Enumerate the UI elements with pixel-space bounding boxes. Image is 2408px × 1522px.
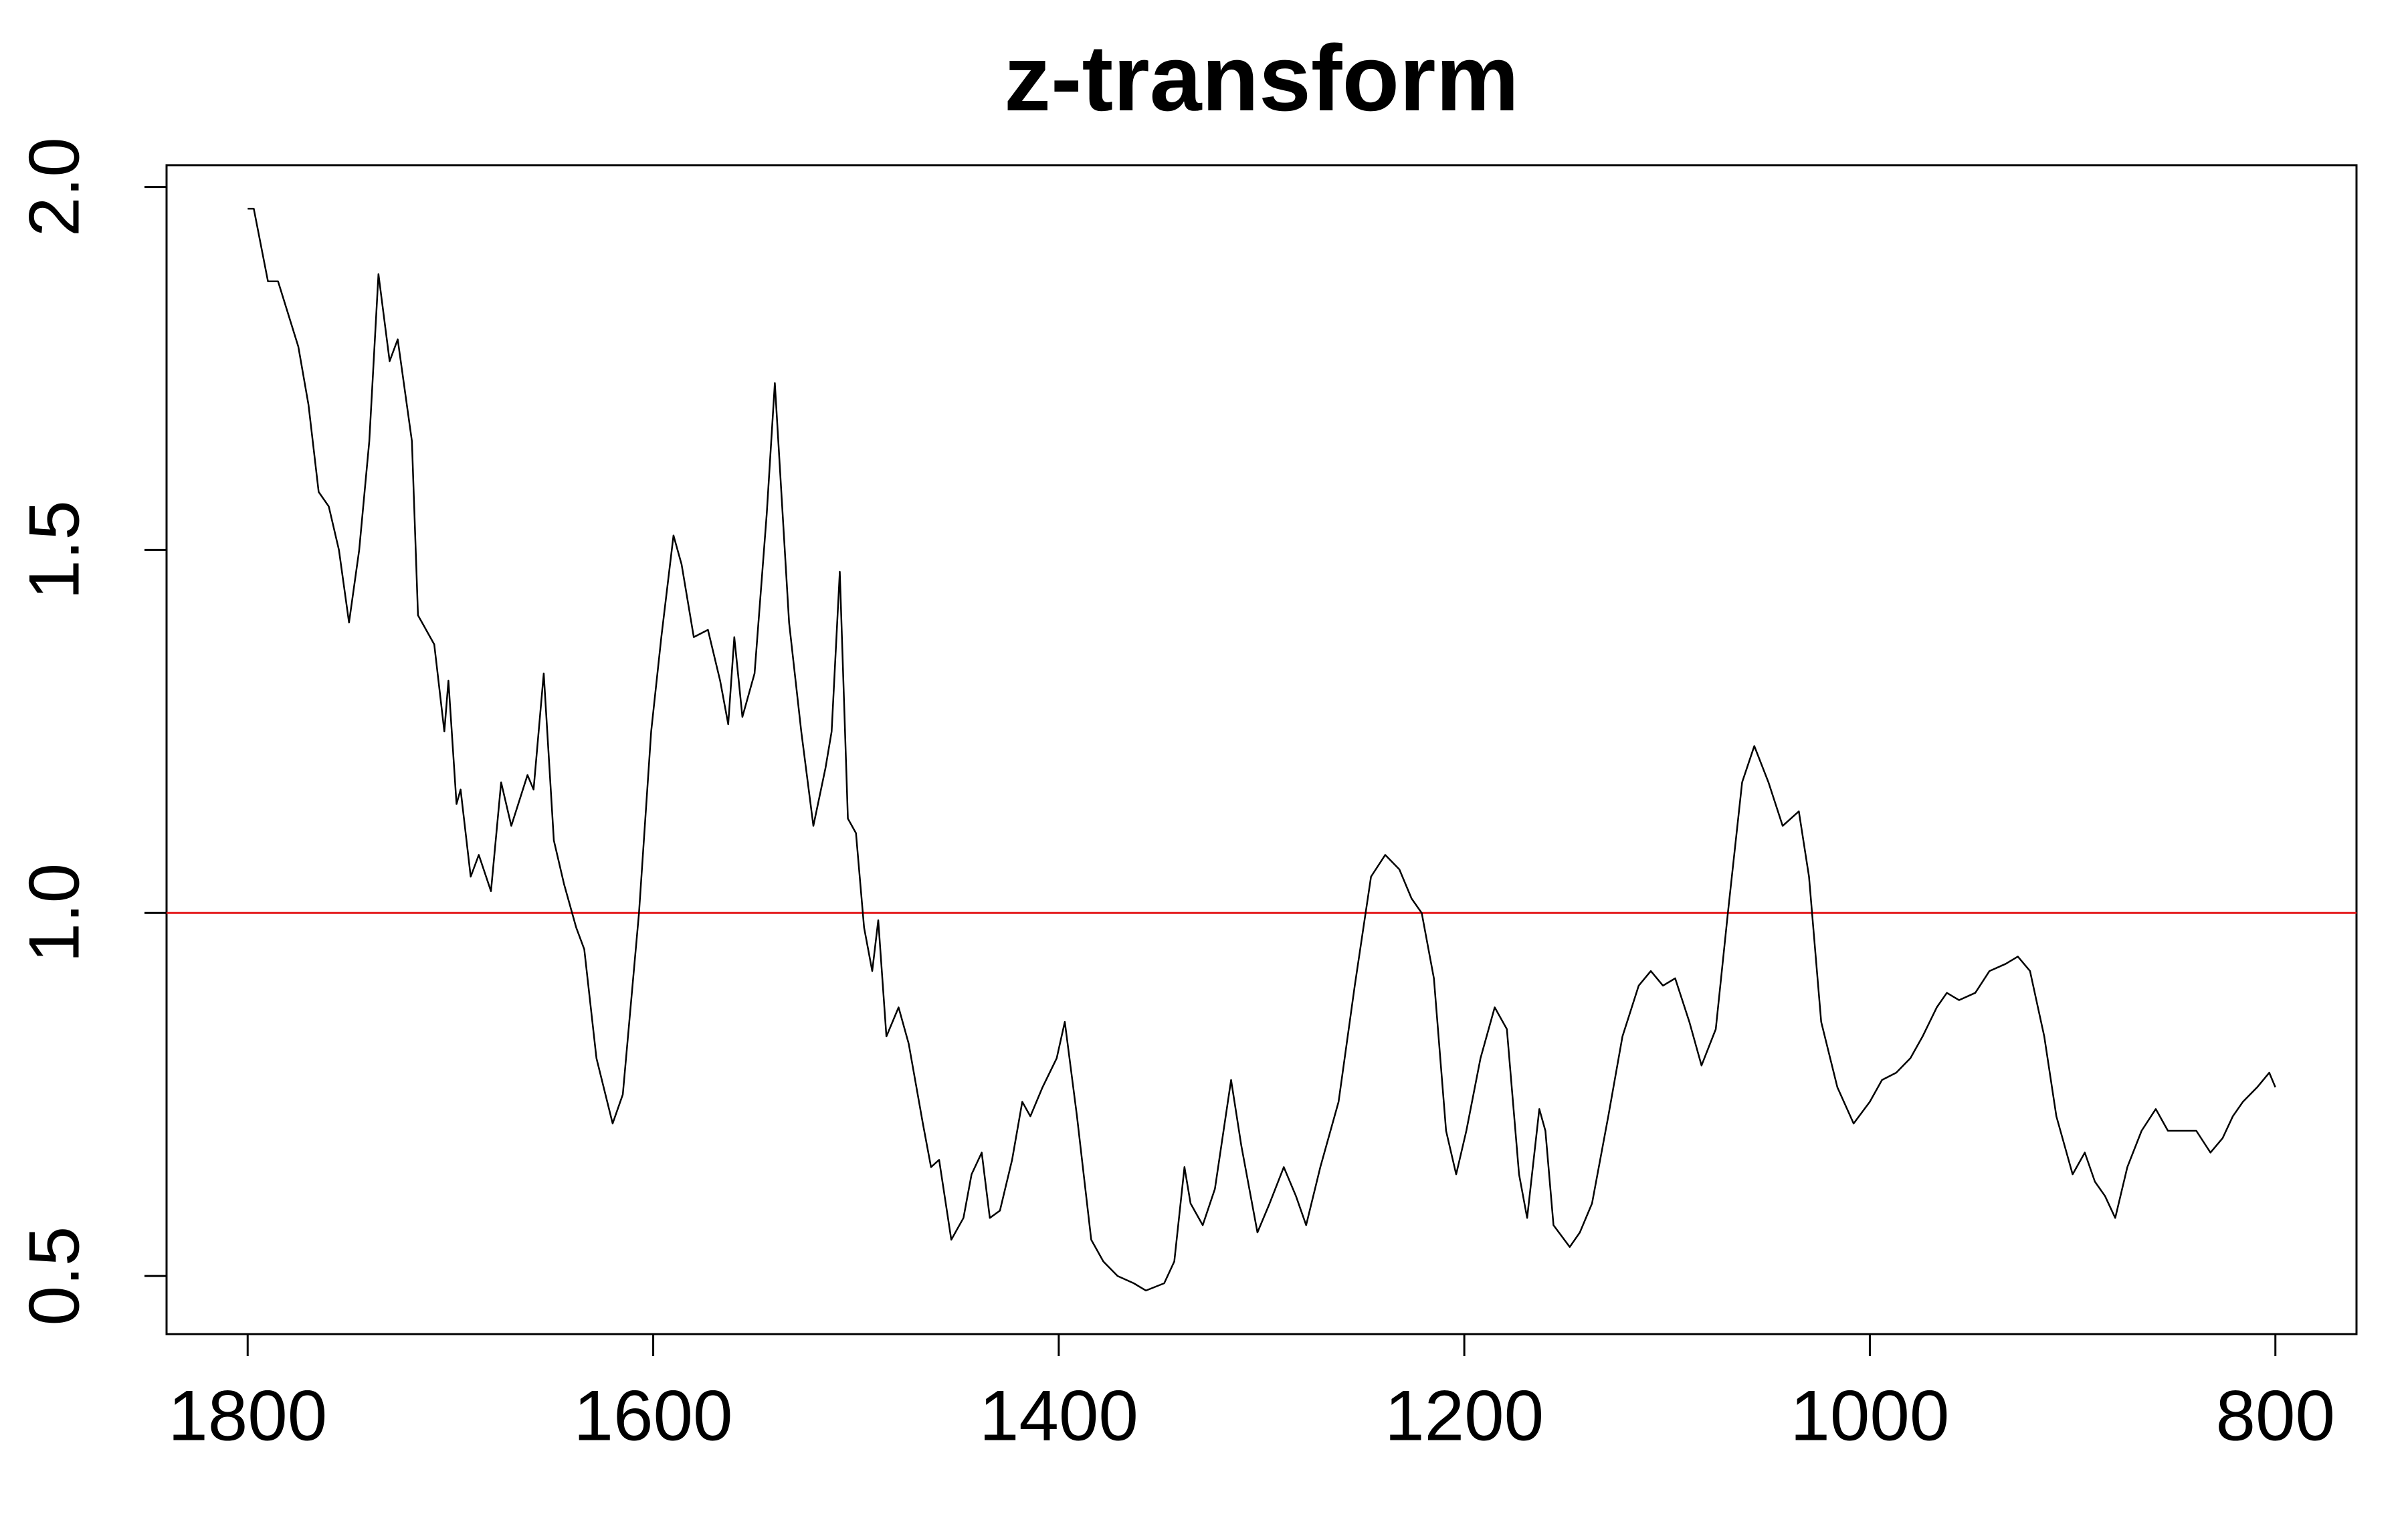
x-tick-label: 800 bbox=[2215, 1375, 2335, 1455]
x-tick-label: 1200 bbox=[1385, 1375, 1544, 1455]
x-tick-label: 1400 bbox=[979, 1375, 1138, 1455]
y-tick-label: 0.5 bbox=[13, 1226, 94, 1326]
chart-title: z-transform bbox=[1004, 25, 1519, 130]
plot-box bbox=[165, 164, 2358, 1335]
x-tick-label: 1000 bbox=[1790, 1375, 1949, 1455]
x-tick-label: 1600 bbox=[574, 1375, 733, 1455]
y-tick-label: 1.5 bbox=[13, 500, 94, 600]
y-tick-label: 1.0 bbox=[13, 863, 94, 963]
data-line bbox=[247, 207, 2276, 1292]
x-tick-label: 1800 bbox=[168, 1375, 327, 1455]
y-tick-label: 2.0 bbox=[13, 137, 94, 237]
